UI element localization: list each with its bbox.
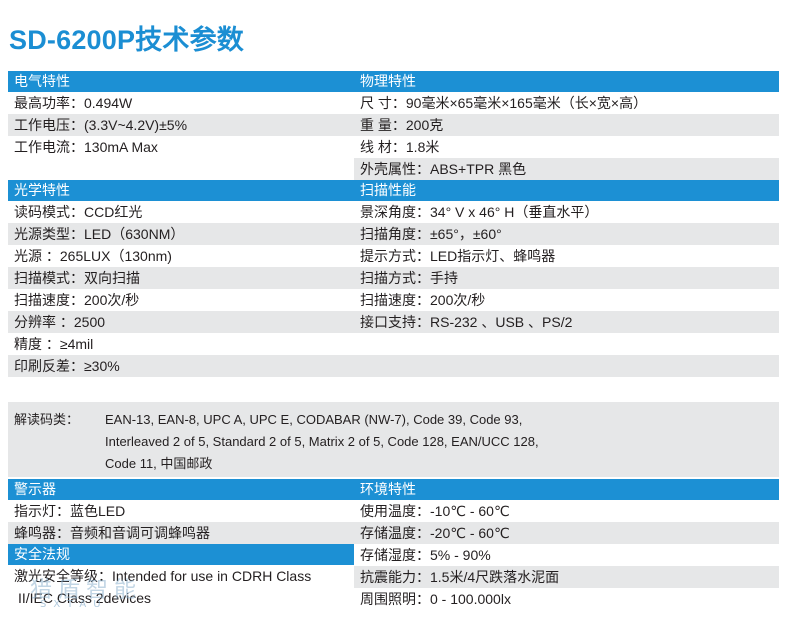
supported-codes: 解读码类： EAN-13, EAN-8, UPC A, UPC E, CODAB…: [8, 402, 779, 477]
scan-row: 景深角度：34° V x 46° H（垂直水平）: [360, 204, 599, 220]
right-column: 物理特性 尺 寸：90毫米×65毫米×165毫米（长×宽×高） 重 量：200克…: [354, 71, 779, 377]
environment-header: 环境特性: [354, 479, 779, 500]
environment-row: 抗震能力：1.5米/4尺跌落水泥面: [354, 566, 779, 588]
codes-line: Code 11, 中国邮政: [105, 456, 213, 471]
optical-row: 扫描模式：双向扫描: [8, 267, 354, 289]
scan-header: 扫描性能: [354, 180, 779, 201]
optical-row: 印刷反差：≥30%: [8, 355, 354, 377]
page-title: SD-6200P技术参数: [9, 25, 244, 55]
watermark-logo: 猎盾智能: [30, 578, 143, 603]
scan-row: 扫描方式：手持: [354, 267, 779, 289]
scan-row: 接口支持：RS-232 、USB 、PS/2: [354, 311, 779, 333]
safety-header: 安全法规: [8, 544, 354, 565]
physical-row: 线 材：1.8米: [360, 139, 440, 155]
physical-row: 尺 寸：90毫米×65毫米×165毫米（长×宽×高）: [360, 95, 648, 111]
scan-row: 扫描速度：200次/秒: [360, 292, 486, 308]
environment-row: 存储温度：-20℃ - 60℃: [354, 522, 779, 544]
left-column: 电气特性 最高功率：0.494W 工作电压：(3.3V~4.2V)±5% 工作电…: [8, 71, 354, 377]
physical-row: 重 量：200克: [354, 114, 779, 136]
optical-row: 精度 ：≥4mil: [14, 336, 94, 352]
optical-row: 光源类型：LED（630NM）: [8, 223, 354, 245]
electrical-row: 工作电压：(3.3V~4.2V)±5%: [8, 114, 354, 136]
optical-row: 分辨率 ：2500: [8, 311, 354, 333]
codes-label: 解读码类：: [14, 412, 80, 427]
optical-row: 光源 ：265LUX（130nm): [14, 248, 172, 264]
bottom-left-column: 警示器 指示灯：蓝色LED 蜂鸣器：音频和音调可调蜂鸣器 安全法规 激光安全等级…: [8, 479, 354, 609]
codes-line: EAN-13, EAN-8, UPC A, UPC E, CODABAR (NW…: [105, 412, 523, 427]
safety-row: II/IEC Class 2devices: [18, 590, 152, 606]
physical-row: 外壳属性：ABS+TPR 黑色: [354, 158, 779, 180]
indicator-header: 警示器: [8, 479, 354, 500]
safety-row: 激光安全等级：Intended for use in CDRH Class: [14, 568, 312, 584]
environment-row: 使用温度：-10℃ - 60℃: [360, 503, 510, 519]
blank-row: [354, 333, 779, 355]
optical-row: 读码模式：CCD红光: [14, 204, 143, 220]
electrical-row: 最高功率：0.494W: [14, 95, 133, 111]
environment-row: 周围照明：0 - 100.000lx: [360, 591, 511, 607]
electrical-row: 工作电流：130mA Max: [14, 139, 158, 155]
codes-line: Interleaved 2 of 5, Standard 2 of 5, Mat…: [105, 434, 539, 449]
indicator-row: 蜂鸣器：音频和音调可调蜂鸣器: [8, 522, 354, 544]
optical-header: 光学特性: [8, 180, 354, 201]
environment-row: 存储湿度：5% - 90%: [360, 547, 491, 563]
physical-header: 物理特性: [354, 71, 779, 92]
electrical-header: 电气特性: [8, 71, 354, 92]
indicator-row: 指示灯：蓝色LED: [14, 503, 126, 519]
scan-row: 提示方式：LED指示灯、蜂鸣器: [360, 248, 556, 264]
bottom-right-column: 环境特性 使用温度：-10℃ - 60℃ 存储温度：-20℃ - 60℃ 存储湿…: [354, 479, 779, 610]
watermark-subtext: SXTAU: [40, 599, 108, 610]
blank-row: [8, 158, 354, 180]
optical-row: 扫描速度：200次/秒: [14, 292, 140, 308]
scan-row: 扫描角度：±65°，±60°: [354, 223, 779, 245]
blank-row: [354, 355, 779, 377]
